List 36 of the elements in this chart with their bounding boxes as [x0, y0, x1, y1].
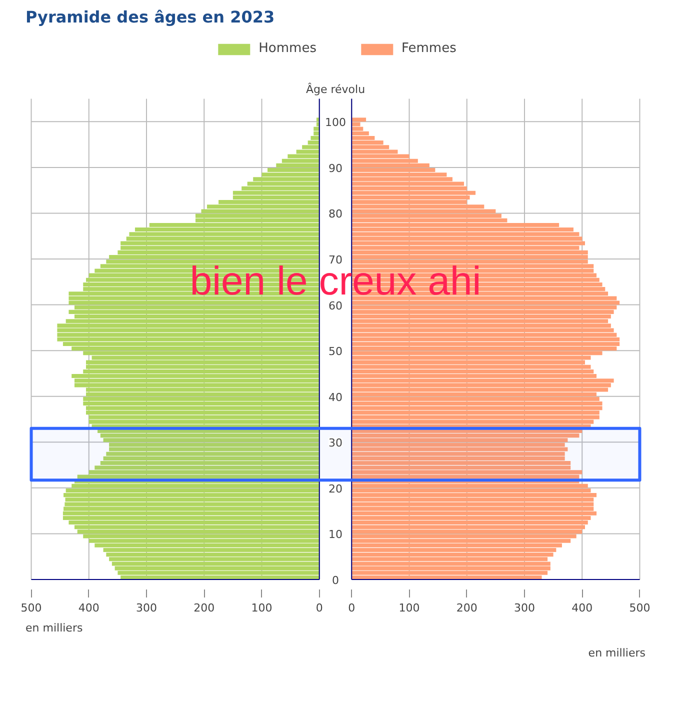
x-axis-title: en milliers: [26, 622, 83, 634]
y-axis-title: Âge révolu: [306, 82, 366, 96]
x-tick-label: 0: [348, 602, 356, 614]
bar: [100, 434, 320, 438]
x-tick-label: 100: [398, 602, 420, 614]
x-tick-label: 200: [456, 602, 478, 614]
y-tick-label: 40: [328, 390, 342, 404]
x-tick-label: 500: [629, 602, 650, 614]
legend-label: Hommes: [258, 41, 316, 56]
y-tick-label: 0: [332, 574, 339, 587]
y-tick-label: 80: [328, 208, 342, 221]
bar: [83, 401, 320, 406]
bar: [352, 570, 548, 575]
y-tick-label: 100: [325, 116, 346, 130]
y-tick-label: 10: [328, 528, 342, 542]
x-tick-label: 400: [572, 602, 593, 614]
x-tick-label: 200: [194, 602, 215, 614]
x-tick-label: 400: [78, 602, 100, 614]
bar: [352, 434, 580, 438]
bar: [352, 254, 588, 260]
x-tick-label: 300: [514, 602, 535, 614]
bar: [352, 342, 620, 346]
chart-title: Pyramide des âges en 2023: [26, 8, 275, 26]
x-axis-title: en milliers: [588, 646, 646, 660]
legend-label: Femmes: [401, 41, 456, 56]
y-tick-label: 20: [328, 482, 342, 496]
x-tick-label: 0: [316, 602, 323, 614]
y-tick-label: 90: [328, 162, 342, 175]
x-tick-label: 500: [20, 602, 42, 614]
y-tick-label: 50: [328, 345, 342, 358]
x-tick-label: 100: [251, 602, 272, 614]
bar: [352, 401, 602, 406]
y-tick-label: 30: [328, 436, 342, 450]
bar: [109, 254, 320, 260]
x-tick-label: 300: [136, 602, 158, 614]
bar: [118, 570, 320, 575]
